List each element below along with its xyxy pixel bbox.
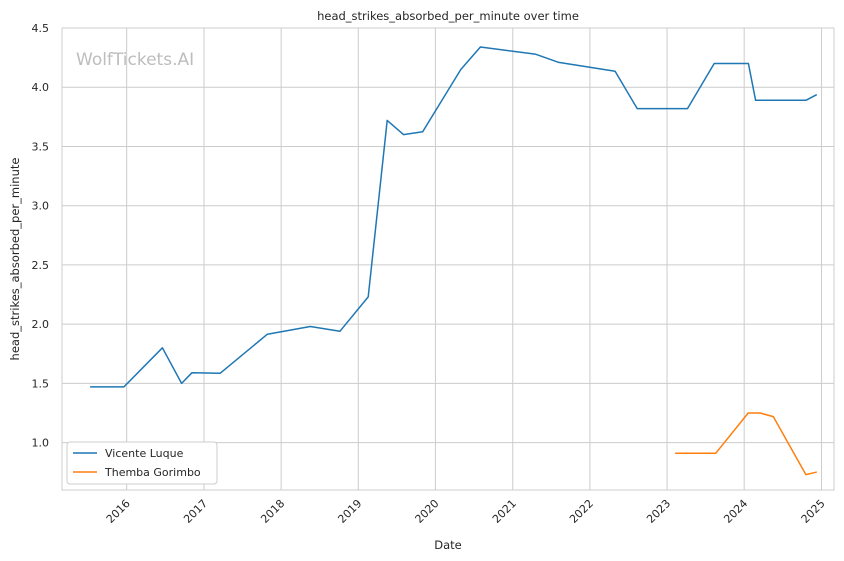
y-tick-label: 4.0: [32, 81, 50, 94]
y-tick-label: 2.0: [32, 318, 50, 331]
y-tick-label: 1.0: [32, 437, 50, 450]
x-axis-label: Date: [434, 538, 462, 552]
x-tick-label: 2021: [490, 497, 519, 526]
legend-label-themba-gorimbo: Themba Gorimbo: [104, 466, 201, 479]
series-line-themba-gorimbo: [674, 412, 817, 476]
x-tick-label: 2016: [104, 497, 133, 526]
x-tick-label: 2017: [181, 497, 210, 526]
chart-title: head_strikes_absorbed_per_minute over ti…: [317, 9, 579, 23]
y-axis-label: head_strikes_absorbed_per_minute: [8, 158, 22, 361]
y-tick-label: 4.5: [32, 22, 50, 35]
x-tick-label: 2018: [258, 497, 287, 526]
watermark-text: WolfTickets.AI: [76, 50, 194, 70]
y-tick-label: 1.5: [32, 377, 50, 390]
x-tick-label: 2024: [721, 497, 750, 526]
x-tick-label: 2023: [644, 497, 673, 526]
y-tick-labels: 1.0 1.5 2.0 2.5 3.0 3.5 4.0 4.5: [32, 22, 50, 450]
series-line-vicente-luque: [89, 46, 817, 388]
legend-box: [66, 441, 218, 485]
y-tick-label: 3.5: [32, 140, 50, 153]
legend: Vicente Luque Themba Gorimbo: [66, 441, 218, 485]
y-tick-label: 3.0: [32, 200, 50, 213]
plot-frame: [61, 27, 835, 491]
x-tick-label: 2019: [335, 497, 364, 526]
x-tick-label: 2022: [567, 497, 596, 526]
x-tick-labels: 2016 2017 2018 2019 2020 2021 2022 2023 2024 2025: [104, 497, 828, 526]
series-layer: [89, 46, 817, 476]
legend-label-vicente-luque: Vicente Luque: [105, 447, 184, 460]
x-tick-label: 2025: [799, 497, 828, 526]
grid: [62, 27, 834, 490]
x-tick-label: 2020: [413, 497, 442, 526]
y-tick-label: 2.5: [32, 259, 50, 272]
